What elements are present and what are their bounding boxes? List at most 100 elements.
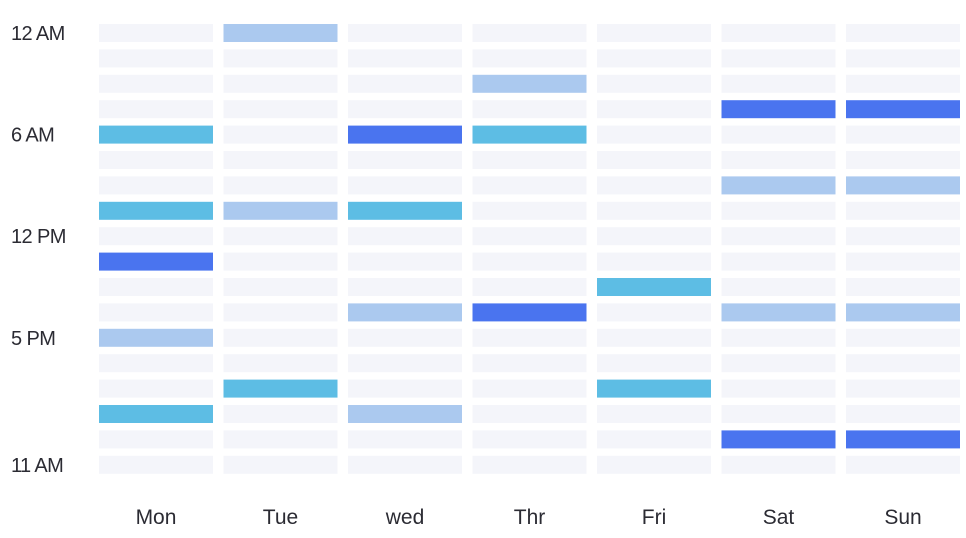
heatmap-cell-mon-row-6: [99, 176, 213, 194]
heatmap-cell-mon-row-17: [99, 456, 213, 474]
heatmap-cell-tue-row-3: [224, 100, 338, 118]
y-tick-label: 6 AM: [11, 125, 54, 147]
heatmap-cell-sat-row-1: [722, 49, 836, 67]
heatmap-cell-wed-row-15: [348, 405, 462, 423]
heatmap-cell-sat-row-13: [722, 354, 836, 372]
heatmap-cell-thr-row-17: [473, 456, 587, 474]
x-tick-label-sat: Sat: [763, 506, 795, 529]
heatmap-cell-sat-row-16: [722, 430, 836, 448]
heatmap-cell-thr-row-0: [473, 24, 587, 42]
heatmap-cell-mon-row-3: [99, 100, 213, 118]
heatmap-cell-tue-row-16: [224, 430, 338, 448]
heatmap-cell-sat-row-6: [722, 176, 836, 194]
heatmap-cell-thr-row-10: [473, 278, 587, 296]
heatmap-cell-tue-row-10: [224, 278, 338, 296]
heatmap-cell-fri-row-11: [597, 303, 711, 321]
y-tick-label: 12 PM: [11, 226, 66, 248]
heatmap-cell-fri-row-10: [597, 278, 711, 296]
heatmap-cell-thr-row-8: [473, 227, 587, 245]
heatmap-cell-sun-row-7: [846, 202, 960, 220]
heatmap-cell-mon-row-14: [99, 380, 213, 398]
heatmap-cell-sun-row-0: [846, 24, 960, 42]
heatmap-cell-sat-row-3: [722, 100, 836, 118]
heatmap-cell-fri-row-2: [597, 75, 711, 93]
heatmap-cell-sat-row-17: [722, 456, 836, 474]
heatmap-cell-sat-row-2: [722, 75, 836, 93]
heatmap-cell-tue-row-1: [224, 49, 338, 67]
heatmap-cell-sun-row-3: [846, 100, 960, 118]
heatmap-cell-thr-row-14: [473, 380, 587, 398]
heatmap-cell-sun-row-14: [846, 380, 960, 398]
heatmap-cell-tue-row-11: [224, 303, 338, 321]
heatmap-cell-mon-row-10: [99, 278, 213, 296]
heatmap-cell-fri-row-0: [597, 24, 711, 42]
heatmap-cell-fri-row-15: [597, 405, 711, 423]
heatmap-cell-thr-row-13: [473, 354, 587, 372]
x-tick-label-wed: wed: [385, 506, 425, 529]
heatmap-cell-wed-row-8: [348, 227, 462, 245]
heatmap-cell-wed-row-7: [348, 202, 462, 220]
heatmap-cell-wed-row-12: [348, 329, 462, 347]
heatmap-cell-wed-row-2: [348, 75, 462, 93]
heatmap-cell-tue-row-13: [224, 354, 338, 372]
heatmap-cell-mon-row-1: [99, 49, 213, 67]
heatmap-cell-tue-row-5: [224, 151, 338, 169]
heatmap-cell-mon-row-0: [99, 24, 213, 42]
heatmap-cell-fri-row-9: [597, 253, 711, 271]
heatmap-cell-wed-row-3: [348, 100, 462, 118]
heatmap-cell-sun-row-17: [846, 456, 960, 474]
heatmap-cell-thr-row-3: [473, 100, 587, 118]
heatmap-cell-fri-row-5: [597, 151, 711, 169]
heatmap-cell-tue-row-6: [224, 176, 338, 194]
heatmap-cell-thr-row-4: [473, 126, 587, 144]
y-tick-label: 12 AM: [11, 23, 65, 45]
heatmap-cell-sun-row-11: [846, 303, 960, 321]
x-axis-labels: Mon Tue wed Thr Fri Sat Sun: [136, 506, 922, 529]
heatmap-cell-wed-row-13: [348, 354, 462, 372]
heatmap-cell-sun-row-9: [846, 253, 960, 271]
heatmap-cell-fri-row-12: [597, 329, 711, 347]
heatmap-cell-mon-row-16: [99, 430, 213, 448]
heatmap-cell-fri-row-14: [597, 380, 711, 398]
heatmap-cell-sat-row-9: [722, 253, 836, 271]
heatmap-cell-sun-row-4: [846, 126, 960, 144]
heatmap-cell-wed-row-4: [348, 126, 462, 144]
heatmap-cell-tue-row-12: [224, 329, 338, 347]
heatmap-cell-sat-row-7: [722, 202, 836, 220]
heatmap-cell-sun-row-1: [846, 49, 960, 67]
heatmap-cell-tue-row-15: [224, 405, 338, 423]
heatmap-cell-sat-row-10: [722, 278, 836, 296]
heatmap-cell-sun-row-13: [846, 354, 960, 372]
heatmap-cell-thr-row-7: [473, 202, 587, 220]
heatmap-cell-fri-row-4: [597, 126, 711, 144]
heatmap-cell-sun-row-12: [846, 329, 960, 347]
y-tick-label: 11 AM: [11, 455, 63, 477]
heatmap-cell-sat-row-8: [722, 227, 836, 245]
heatmap-cell-sun-row-16: [846, 430, 960, 448]
heatmap-cell-sun-row-8: [846, 227, 960, 245]
x-tick-label-fri: Fri: [642, 506, 667, 529]
heatmap-cell-fri-row-17: [597, 456, 711, 474]
heatmap-cell-wed-row-11: [348, 303, 462, 321]
heatmap-cell-mon-row-2: [99, 75, 213, 93]
heatmap-cell-mon-row-8: [99, 227, 213, 245]
heatmap-cell-sat-row-0: [722, 24, 836, 42]
heatmap-cell-wed-row-17: [348, 456, 462, 474]
heatmap-cell-mon-row-5: [99, 151, 213, 169]
x-tick-label-sun: Sun: [884, 506, 921, 529]
heatmap-cell-mon-row-11: [99, 303, 213, 321]
heatmap-cell-sat-row-12: [722, 329, 836, 347]
y-axis-labels: 12 AM 6 AM 12 PM 5 PM 11 AM: [11, 23, 66, 477]
heatmap-cell-sat-row-4: [722, 126, 836, 144]
heatmap-cell-thr-row-16: [473, 430, 587, 448]
heatmap-cell-sun-row-15: [846, 405, 960, 423]
heatmap-cell-mon-row-12: [99, 329, 213, 347]
heatmap-cell-mon-row-13: [99, 354, 213, 372]
heatmap-cell-fri-row-16: [597, 430, 711, 448]
heatmap-cell-sat-row-11: [722, 303, 836, 321]
heatmap-cell-sun-row-10: [846, 278, 960, 296]
heatmap-cell-fri-row-8: [597, 227, 711, 245]
heatmap-cell-tue-row-0: [224, 24, 338, 42]
x-tick-label-mon: Mon: [136, 506, 177, 529]
